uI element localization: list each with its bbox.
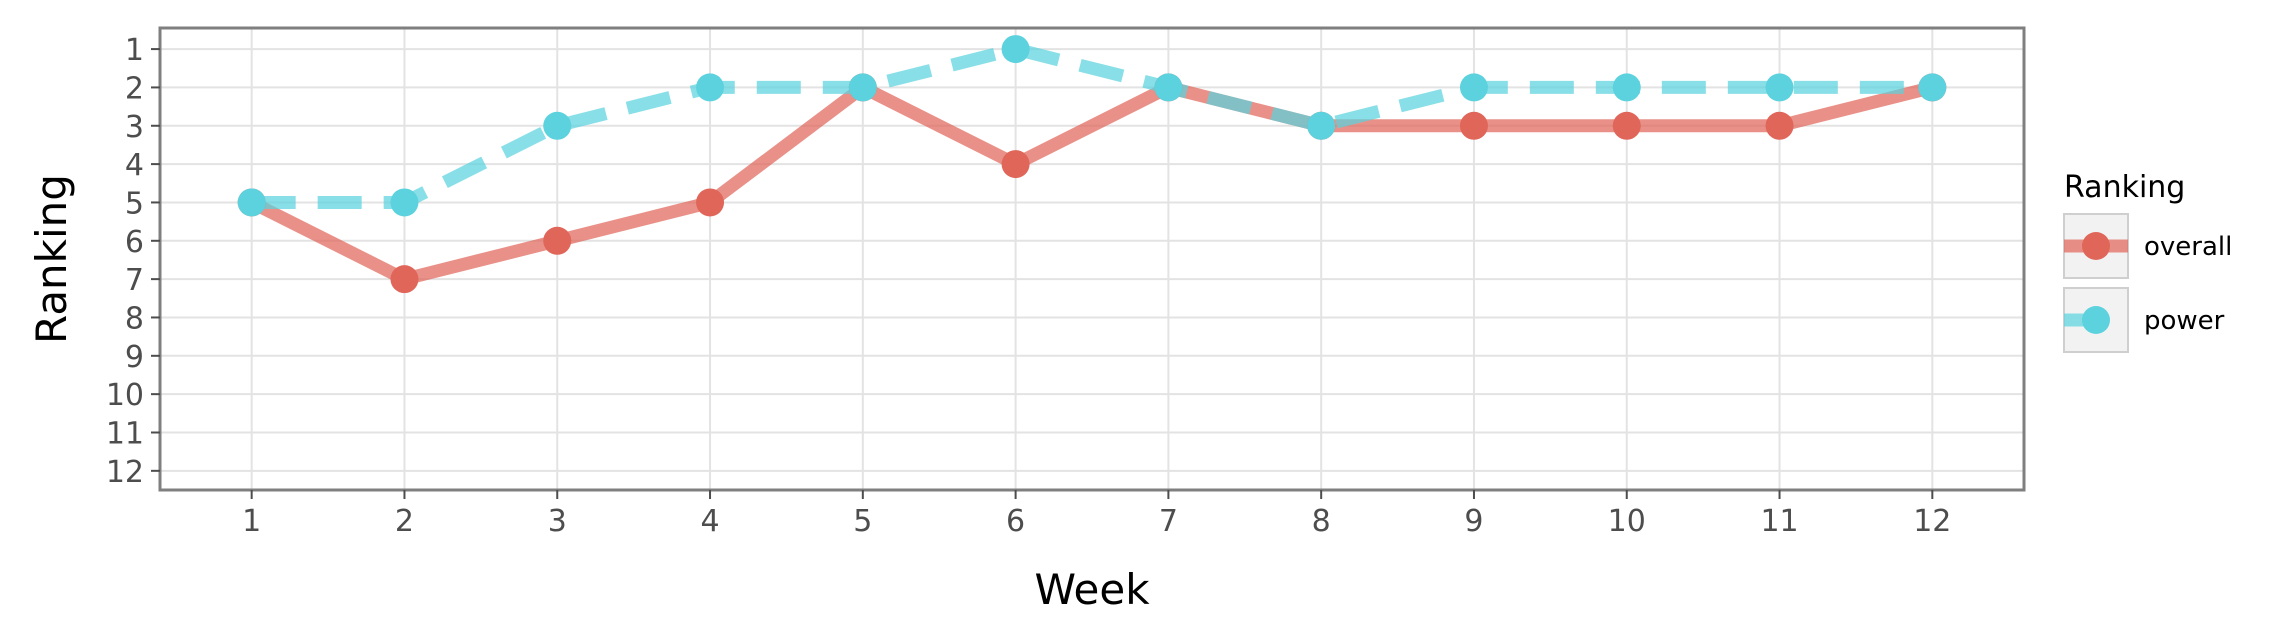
legend-point-power (2082, 306, 2110, 334)
series-line-overall (248, 80, 1934, 286)
y-tick-label: 10 (106, 378, 144, 413)
plot-border (158, 26, 2026, 492)
data-point-power (1612, 73, 1641, 102)
y-tick-label: 8 (125, 301, 144, 336)
x-tick-label: 4 (700, 504, 719, 539)
x-tick-label: 5 (853, 504, 872, 539)
x-tick-label: 11 (1760, 504, 1798, 539)
y-tick-label: 4 (125, 148, 144, 183)
y-tick-label: 9 (125, 340, 144, 375)
y-tick-label: 6 (125, 225, 144, 260)
x-tick-label: 2 (395, 504, 414, 539)
x-tick-label: 1 (242, 504, 261, 539)
x-tick-label: 7 (1159, 504, 1178, 539)
data-point-overall (1765, 111, 1794, 140)
legend: Ranking overall power (2063, 170, 2232, 353)
x-axis-ticks: 1 2 3 4 5 6 7 8 9 10 11 12 (242, 490, 1951, 539)
data-point-power (390, 188, 419, 217)
y-axis-title: Ranking (27, 174, 76, 344)
y-tick-label: 3 (125, 110, 144, 145)
data-point-power (696, 73, 725, 102)
y-tick-label: 7 (125, 263, 144, 298)
x-tick-label: 9 (1464, 504, 1483, 539)
grid-lines (160, 28, 2024, 490)
y-tick-label: 12 (106, 455, 144, 490)
data-point-overall (1459, 111, 1488, 140)
data-point-power (543, 111, 572, 140)
y-tick-label: 2 (125, 71, 144, 106)
series-points (237, 35, 1947, 294)
data-point-power (1918, 73, 1947, 102)
legend-label-overall: overall (2144, 232, 2232, 262)
series-lines (248, 42, 1934, 286)
x-tick-label: 6 (1006, 504, 1025, 539)
data-point-power (1001, 35, 1030, 64)
data-point-power (1154, 73, 1183, 102)
series-line-power (251, 42, 1933, 209)
x-axis-title: Week (1034, 565, 1150, 614)
legend-label-power: power (2144, 306, 2225, 336)
y-tick-label: 11 (106, 416, 144, 451)
data-point-overall (1612, 111, 1641, 140)
data-point-power (237, 188, 266, 217)
x-tick-label: 10 (1608, 504, 1646, 539)
data-point-overall (1001, 150, 1030, 179)
plot-panel (160, 28, 2024, 490)
y-tick-label: 1 (125, 33, 144, 68)
data-point-overall (390, 265, 419, 294)
data-point-overall (543, 226, 572, 255)
data-point-power (1459, 73, 1488, 102)
x-tick-label: 8 (1312, 504, 1331, 539)
data-point-overall (696, 188, 725, 217)
x-tick-label: 12 (1913, 504, 1951, 539)
data-point-power (1765, 73, 1794, 102)
legend-point-overall (2082, 232, 2110, 260)
x-tick-label: 3 (548, 504, 567, 539)
y-tick-label: 5 (125, 186, 144, 221)
data-point-power (848, 73, 877, 102)
legend-title: Ranking (2064, 170, 2185, 205)
data-point-power (1307, 111, 1336, 140)
